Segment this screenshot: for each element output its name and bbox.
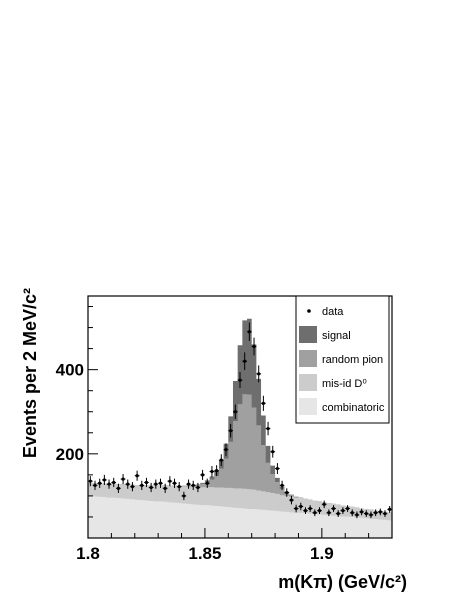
data-point — [223, 443, 229, 456]
data-point — [190, 480, 196, 491]
data-point — [134, 470, 140, 481]
data-point — [209, 466, 215, 477]
legend-label: random pion — [322, 354, 383, 366]
data-point — [382, 510, 388, 517]
series-combinatoric-area — [88, 495, 392, 538]
data-point — [162, 483, 168, 493]
data-point — [340, 507, 346, 515]
data-point — [176, 482, 182, 492]
legend-entry: signal — [299, 326, 351, 343]
legend-label: signal — [322, 330, 351, 342]
axis-ticks — [87, 306, 393, 538]
data-point — [321, 500, 327, 509]
data-point — [97, 478, 103, 488]
x-tick-label: 1.9 — [310, 544, 334, 563]
data-point — [251, 337, 257, 356]
data-point — [102, 474, 107, 485]
data-point — [275, 463, 280, 475]
legend-swatch — [299, 350, 317, 367]
data-point — [228, 423, 233, 438]
data-point — [373, 509, 378, 517]
x-axis-label: m(Kπ) (GeV/c²) — [278, 572, 407, 592]
data-point — [204, 478, 210, 488]
data-point — [303, 507, 308, 515]
y-tick-label: 200 — [56, 445, 84, 464]
data-point — [232, 404, 238, 419]
data-point — [354, 511, 360, 519]
legend-entry: combinatoric — [299, 398, 385, 415]
data-point — [312, 509, 318, 517]
y-tick-label: 400 — [56, 361, 84, 380]
stacked-histograms — [88, 318, 392, 538]
data-point — [130, 482, 135, 492]
data-point — [256, 365, 262, 383]
data-point — [186, 479, 191, 489]
data-point — [279, 480, 285, 491]
data-point — [284, 488, 290, 497]
data-point — [261, 395, 266, 411]
data-point — [218, 454, 224, 467]
legend-entry: data — [307, 306, 344, 318]
legend-label: combinatoric — [322, 402, 385, 414]
tick-labels: 1.8 1.85 1.9 200 400 — [56, 361, 334, 563]
data-point — [148, 482, 154, 493]
data-point — [116, 483, 121, 493]
data-point — [139, 480, 145, 491]
legend-label: mis-id D⁰ — [322, 378, 367, 390]
data-point — [153, 479, 159, 489]
data-point — [200, 469, 205, 480]
data-point — [289, 495, 294, 505]
y-axis-label: Events per 2 MeV/c² — [20, 288, 40, 458]
data-point — [265, 421, 271, 436]
legend-swatch — [299, 374, 317, 391]
data-point — [349, 509, 355, 517]
data-point — [326, 509, 332, 517]
legend-marker — [307, 309, 311, 313]
data-point — [317, 507, 322, 515]
data-point — [106, 479, 112, 489]
data-point — [158, 478, 163, 488]
data-point — [237, 372, 243, 389]
data-point — [335, 510, 341, 517]
data-point — [195, 482, 201, 493]
legend: data signal random pion mis-id D⁰ combinator… — [295, 295, 390, 424]
data-point — [293, 504, 299, 513]
data-point — [387, 506, 392, 513]
legend-swatch — [299, 398, 317, 415]
data-point — [247, 322, 252, 342]
data-point — [363, 510, 369, 517]
data-point — [307, 505, 313, 512]
data-point — [111, 477, 117, 488]
legend-swatch — [299, 326, 317, 343]
data-point — [331, 505, 336, 512]
data-point — [377, 508, 383, 516]
data-points — [88, 322, 392, 519]
data-point — [270, 445, 276, 458]
data-point — [125, 479, 131, 489]
x-tick-label: 1.85 — [188, 544, 221, 563]
legend-label: data — [322, 306, 344, 318]
data-point — [345, 505, 350, 512]
x-tick-label: 1.8 — [76, 544, 100, 563]
data-point — [242, 352, 248, 371]
data-point — [92, 480, 98, 491]
legend-entry: mis-id D⁰ — [299, 374, 367, 391]
data-point — [172, 478, 177, 488]
data-point — [368, 511, 374, 519]
data-point — [167, 476, 173, 487]
data-point — [298, 502, 304, 511]
data-point — [144, 477, 149, 488]
data-point — [88, 476, 93, 487]
data-point — [120, 474, 126, 485]
data-point — [181, 491, 187, 501]
data-point — [214, 465, 219, 477]
legend-entry: random pion — [299, 350, 383, 367]
data-point — [359, 508, 364, 516]
plot-frame — [87, 295, 393, 539]
